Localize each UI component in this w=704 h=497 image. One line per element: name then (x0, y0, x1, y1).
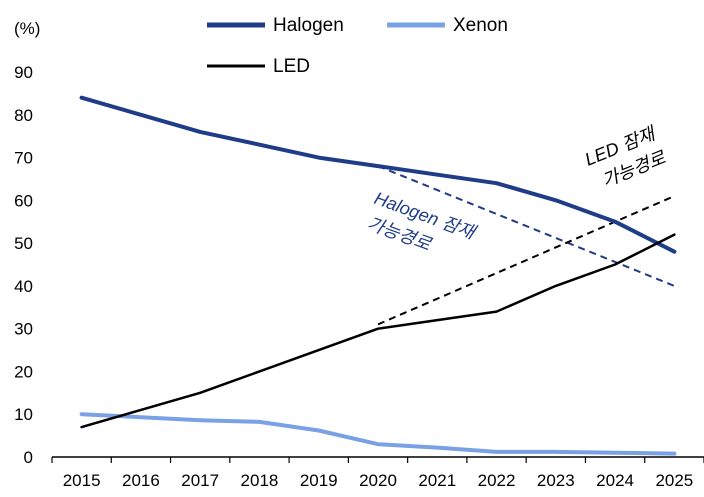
y-tick-label-70: 70 (14, 149, 33, 168)
x-axis (51, 456, 704, 463)
legend-label-led: LED (273, 56, 310, 77)
x-tick-label-2023: 2023 (537, 471, 575, 490)
x-tick-label-2019: 2019 (300, 471, 338, 490)
projection-lines (377, 165, 675, 326)
annotation-led: LED 잠재 가능경로 (582, 123, 669, 191)
x-axis-ticks: 2015 2016 2017 2018 2019 2020 2021 2022 2023 2024… (63, 471, 694, 490)
series-line-xenon (79, 412, 677, 456)
y-tick-label-10: 10 (14, 405, 33, 424)
x-tick-label-2018: 2018 (241, 471, 279, 490)
y-tick-label-90: 90 (14, 63, 33, 82)
y-unit-label: (%) (14, 19, 40, 38)
series-line-halogen (79, 95, 677, 254)
x-tick-label-2025: 2025 (655, 471, 693, 490)
y-tick-label-60: 60 (14, 191, 33, 210)
y-tick-label-30: 30 (14, 320, 33, 339)
series-line-led (80, 233, 676, 429)
x-tick-label-2021: 2021 (418, 471, 456, 490)
x-tick-label-2020: 2020 (359, 471, 397, 490)
series-lines (79, 95, 677, 456)
x-tick-label-2015: 2015 (63, 471, 101, 490)
y-tick-label-80: 80 (14, 106, 33, 125)
x-tick-label-2024: 2024 (596, 471, 634, 490)
y-tick-label-20: 20 (14, 362, 33, 381)
projection-line-led (377, 195, 675, 326)
projection-line-halogen (377, 165, 675, 287)
legend: Halogen Xenon LED (207, 15, 508, 77)
x-tick-label-2016: 2016 (122, 471, 160, 490)
legend-label-halogen: Halogen (273, 15, 344, 36)
y-axis-ticks: 0 10 20 30 40 50 60 70 80 90 (14, 63, 33, 467)
x-tick-label-2017: 2017 (181, 471, 219, 490)
y-tick-label-40: 40 (14, 277, 33, 296)
legend-label-xenon: Xenon (453, 15, 508, 36)
x-tick-label-2022: 2022 (478, 471, 516, 490)
y-tick-label-0: 0 (24, 448, 33, 467)
y-tick-label-50: 50 (14, 234, 33, 253)
